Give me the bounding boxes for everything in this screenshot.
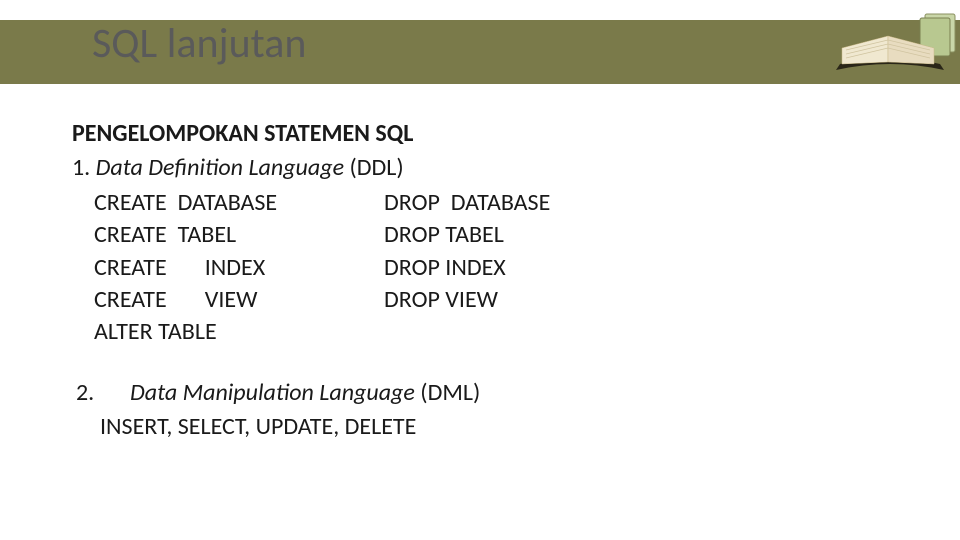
section2: 2.Data Manipulation Language (DML) INSER… bbox=[72, 377, 888, 444]
page-title: SQL lanjutan bbox=[92, 18, 306, 69]
ddl-left: CREATE TABEL bbox=[94, 219, 384, 251]
section1-heading: PENGELOMPOKAN STATEMEN SQL bbox=[72, 118, 888, 150]
ddl-grid: CREATE DATABASE DROP DATABASE CREATE TAB… bbox=[94, 187, 888, 317]
ddl-right: DROP DATABASE bbox=[384, 187, 550, 219]
dml-line: INSERT, SELECT, UPDATE, DELETE bbox=[100, 411, 888, 443]
slide-content: PENGELOMPOKAN STATEMEN SQL 1. Data Defin… bbox=[72, 118, 888, 444]
ddl-left: CREATE VIEW bbox=[94, 284, 384, 316]
ddl-left: CREATE INDEX bbox=[94, 252, 384, 284]
sub2-suffix: (DML) bbox=[415, 378, 480, 407]
ddl-left: CREATE DATABASE bbox=[94, 187, 384, 219]
ddl-row: CREATE TABEL DROP TABEL bbox=[94, 219, 888, 251]
section2-heading: 2.Data Manipulation Language (DML) bbox=[76, 377, 888, 409]
ddl-right: DROP INDEX bbox=[384, 252, 506, 284]
ddl-row: CREATE INDEX DROP INDEX bbox=[94, 252, 888, 284]
sub1-prefix: 1. bbox=[72, 153, 96, 182]
sub1-suffix: (DDL) bbox=[344, 153, 404, 182]
ddl-row: CREATE DATABASE DROP DATABASE bbox=[94, 187, 888, 219]
alter-line: ALTER TABLE bbox=[94, 316, 888, 348]
sub2-num: 2. bbox=[76, 377, 130, 409]
section1-subheading: 1. Data Definition Language (DDL) bbox=[72, 152, 888, 184]
book-decoration bbox=[820, 8, 960, 88]
sub1-italic: Data Definition Language bbox=[96, 153, 344, 182]
ddl-row: CREATE VIEW DROP VIEW bbox=[94, 284, 888, 316]
ddl-right: DROP TABEL bbox=[384, 219, 504, 251]
ddl-right: DROP VIEW bbox=[384, 284, 498, 316]
sub2-italic: Data Manipulation Language bbox=[130, 378, 415, 407]
